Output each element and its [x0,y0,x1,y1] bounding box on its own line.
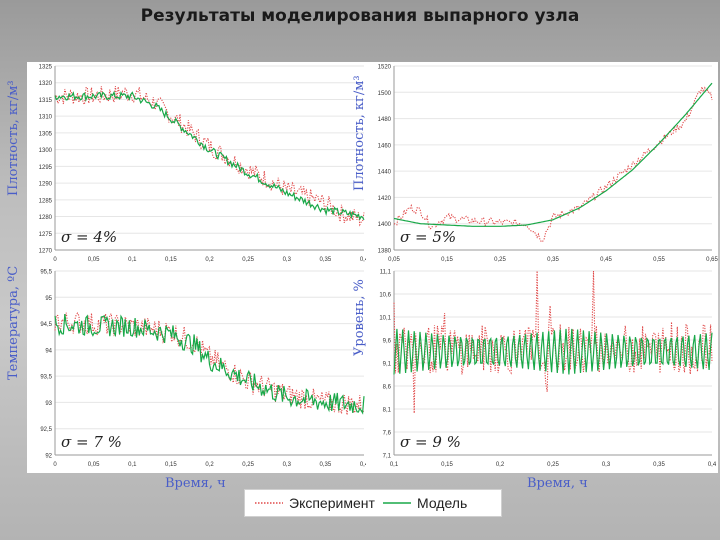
y-tick-label: 93,5 [40,375,52,381]
y-tick-label: 7,1 [383,454,392,460]
y-tick-label: 1285 [39,198,53,204]
y-tick-label: 9,1 [383,362,392,368]
x-tick-label: 0,1 [128,462,137,468]
y-tick-label: 1320 [39,81,53,87]
y-tick-label: 8,1 [383,408,392,414]
y-tick-label: 1460 [378,143,392,149]
y-axis-label-density-1: Плотность, кг/м³ [6,80,21,196]
x-tick-label: 0,1 [128,257,137,263]
y-axis-label-density-2: Плотность, кг/м³ [352,75,367,191]
experiment-series-line [393,270,713,414]
x-tick-label: 0,15 [165,462,177,468]
chart-density-2-svg: 1380 1400 1420 1440 1460 1480 1500 1520 0,05 0,15… [378,65,718,264]
y-tick-label: 1295 [39,165,53,171]
x-tick-label: 0,05 [88,257,100,263]
x-tick-label: 0,3 [283,462,292,468]
x-tick-label: 0,25 [242,462,254,468]
y-tick-label: 1480 [378,117,392,123]
y-tick-label: 1325 [39,65,53,71]
sigma-annotation: σ = 9 % [400,433,461,451]
x-tick-label: 0,1 [390,462,399,468]
chart-density-1: 1270 1275 1280 1285 1290 1295 1300 1305 1310 1315… [27,62,370,268]
x-tick-label: 0,05 [88,462,100,468]
chart-density-2: 1380 1400 1420 1440 1460 1480 1500 1520 0,05 0,15… [366,62,718,268]
y-tick-label: 93 [45,401,52,407]
x-tick-label: 0 [53,462,57,468]
model-series-line [393,328,713,375]
y-tick-label: 1500 [378,91,392,97]
y-tick-label: 95,5 [40,270,52,276]
y-tick-label: 1420 [378,196,392,202]
chart-legend: Эксперимент Модель [244,489,502,517]
y-tick-label: 1315 [39,98,53,104]
y-tick-label: 94 [45,348,52,354]
y-tick-label: 1300 [39,148,53,154]
x-tick-label: 0,35 [320,257,332,263]
legend-svg: Эксперимент Модель [255,495,467,511]
x-tick-label: 0,25 [547,462,559,468]
x-axis-label-left: Время, ч [165,476,226,491]
x-tick-label: 0,4 [360,257,369,263]
y-tick-label: 9,6 [383,339,392,345]
y-tick-label: 10,6 [379,293,391,299]
x-tick-label: 0,15 [441,462,453,468]
x-tick-label: 0,3 [602,462,611,468]
y-tick-label: 1520 [378,65,392,71]
y-tick-label: 1280 [39,215,53,221]
x-tick-label: 0,35 [320,462,332,468]
y-tick-label: 1305 [39,131,53,137]
x-tick-label: 0,25 [494,257,506,263]
y-tick-label: 1310 [39,115,53,121]
x-tick-label: 0,4 [708,462,717,468]
y-tick-label: 1380 [378,249,392,255]
model-series-line [54,314,365,415]
page-title: Результаты моделирования выпарного узла [140,6,580,26]
x-tick-label: 0,2 [205,257,214,263]
sigma-annotation: σ = 7 % [61,433,122,451]
x-tick-label: 0,2 [205,462,214,468]
x-tick-label: 0,4 [360,462,369,468]
x-tick-label: 0,55 [653,257,665,263]
y-tick-label: 1400 [378,222,392,228]
experiment-series-line [393,86,713,243]
x-tick-label: 0,35 [547,257,559,263]
x-tick-label: 0,2 [496,462,505,468]
chart-level: 7,1 7,6 8,1 8,6 9,1 9,6 10,1 10,6 11,1 0,1 0,15 0,2… [366,267,718,473]
x-tick-label: 0,05 [388,257,400,263]
legend-label: Эксперимент [289,495,375,511]
y-tick-label: 8,6 [383,385,392,391]
y-tick-label: 10,1 [379,316,391,322]
y-tick-label: 1290 [39,182,53,188]
y-tick-label: 7,6 [383,431,392,437]
y-tick-label: 92,5 [40,427,52,433]
sigma-annotation: σ = 5% [400,228,456,246]
y-tick-label: 92 [45,454,52,460]
y-axis-label-level: Уровень, % [352,279,367,356]
y-axis-label-temperature: Температура, ºС [6,265,21,380]
chart-temperature-svg: 92 92,5 93 93,5 94 94,5 95 95,5 0 0,05 0,1 0,15 0,2 0… [40,270,369,469]
legend-label: Модель [417,495,467,511]
experiment-series-line [54,86,365,227]
y-tick-label: 11,1 [380,270,392,276]
x-tick-label: 0,3 [283,257,292,263]
model-series-line [393,82,713,227]
y-tick-label: 1275 [39,232,53,238]
y-tick-label: 94,5 [40,322,52,328]
y-tick-label: 1440 [378,170,392,176]
model-series-line [54,90,365,221]
x-axis-label-right: Время, ч [527,476,588,491]
y-tick-label: 95 [45,296,52,302]
chart-density-1-svg: 1270 1275 1280 1285 1290 1295 1300 1305 1310 1315… [39,65,369,264]
x-tick-label: 0,45 [600,257,612,263]
chart-level-svg: 7,1 7,6 8,1 8,6 9,1 9,6 10,1 10,6 11,1 0,1 0,15 0,2… [379,270,717,469]
x-tick-label: 0,25 [242,257,254,263]
sigma-annotation: σ = 4% [61,228,117,246]
x-tick-label: 0,35 [653,462,665,468]
x-tick-label: 0,15 [165,257,177,263]
x-tick-label: 0,15 [441,257,453,263]
y-tick-label: 1270 [39,249,53,255]
x-tick-label: 0 [53,257,57,263]
chart-temperature: 92 92,5 93 93,5 94 94,5 95 95,5 0 0,05 0,1 0,15 0,2 0… [27,267,370,473]
x-tick-label: 0,65 [706,257,718,263]
